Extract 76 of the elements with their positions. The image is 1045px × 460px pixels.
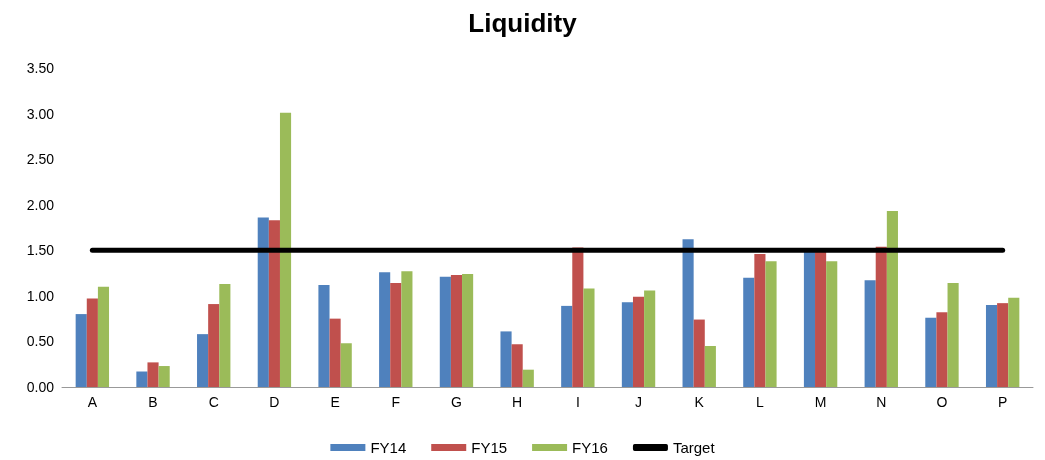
bar [75, 314, 87, 387]
bar [826, 261, 838, 387]
bar [936, 312, 948, 387]
bar [219, 284, 231, 387]
bar [158, 366, 170, 387]
bar [743, 277, 755, 387]
bar [439, 276, 451, 387]
bar [704, 345, 716, 387]
bar [450, 274, 463, 387]
bar [864, 280, 876, 387]
bar [511, 344, 523, 387]
y-tick-label: 2.00 [26, 196, 55, 213]
bar [947, 283, 959, 387]
bar [803, 250, 816, 387]
bar [462, 273, 474, 387]
legend-label: FY14 [370, 439, 407, 456]
x-tick-label: O [936, 394, 948, 410]
x-tick-label: M [814, 394, 827, 410]
y-tick-label: 3.00 [26, 105, 55, 122]
x-tick-label: F [391, 394, 401, 410]
bar [621, 302, 633, 387]
y-tick-label: 2.50 [26, 151, 55, 168]
legend-label: FY16 [572, 439, 608, 456]
x-tick-label: I [575, 394, 580, 410]
bar [693, 319, 705, 387]
bar [318, 284, 330, 387]
bar [765, 261, 777, 387]
bar [925, 317, 937, 387]
x-tick-label: K [694, 394, 705, 410]
bar [197, 334, 209, 387]
bar [644, 290, 656, 387]
bar [86, 298, 98, 387]
bar [268, 220, 280, 387]
x-tick-label: N [876, 394, 887, 410]
x-tick-label: C [208, 394, 219, 410]
bar [1008, 297, 1020, 387]
x-tick-label: L [756, 394, 765, 410]
x-tick-label: E [330, 394, 340, 410]
y-tick-label: 1.00 [26, 287, 55, 304]
bar [886, 211, 898, 387]
bar [257, 217, 269, 387]
legend-label: FY15 [471, 439, 508, 456]
bar [985, 304, 998, 387]
bar [379, 272, 391, 387]
bar [340, 343, 352, 387]
y-tick-label: 1.50 [26, 242, 55, 259]
bar [390, 283, 402, 387]
bar [136, 371, 148, 387]
bar [754, 253, 766, 387]
bar [682, 239, 694, 387]
chart-title: Liquidity [468, 8, 578, 38]
x-tick-label: P [997, 394, 1008, 410]
y-tick-label: 3.50 [26, 60, 55, 76]
bar [632, 296, 645, 387]
y-tick-label: 0.00 [26, 379, 55, 395]
bar [97, 286, 110, 387]
bar [815, 250, 827, 387]
x-tick-label: H [512, 394, 523, 410]
x-tick-label: B [148, 394, 158, 410]
y-tick-label: 0.50 [26, 333, 55, 350]
bar [522, 369, 534, 387]
bar [500, 331, 512, 387]
bar [997, 303, 1009, 387]
bar [329, 318, 341, 387]
x-tick-label: J [635, 394, 643, 410]
bar [561, 305, 573, 387]
x-tick-label: G [451, 394, 462, 410]
x-tick-label: A [87, 394, 98, 410]
bar [401, 271, 413, 387]
bar [279, 112, 292, 387]
x-tick-label: D [269, 394, 280, 410]
legend-label: Target [672, 439, 716, 456]
bar [147, 362, 159, 387]
bar [875, 246, 887, 387]
bar [208, 304, 220, 387]
bar [583, 288, 595, 387]
